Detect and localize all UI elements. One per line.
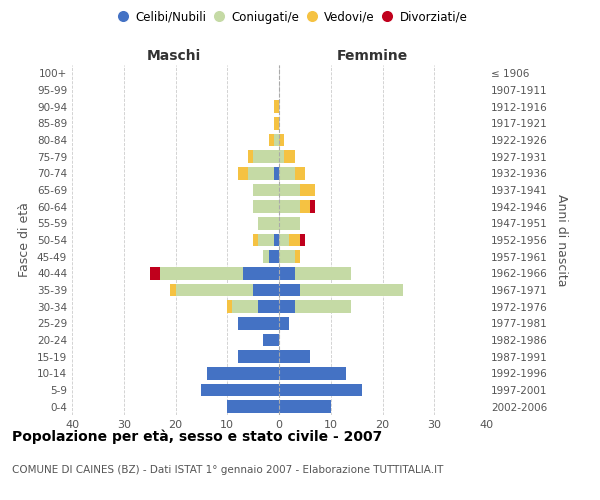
Text: Maschi: Maschi [147,48,201,62]
Bar [300,200,310,213]
Bar [279,150,284,163]
Bar [279,184,300,196]
Bar [289,234,300,246]
Text: Femmine: Femmine [337,48,407,62]
Bar [248,167,274,179]
Bar [279,217,300,230]
Bar [274,167,279,179]
Bar [279,367,346,380]
Bar [263,250,269,263]
Bar [253,150,279,163]
Bar [259,300,279,313]
Legend: Celibi/Nubili, Coniugati/e, Vedovi/e, Divorziati/e: Celibi/Nubili, Coniugati/e, Vedovi/e, Di… [116,6,472,28]
Bar [279,200,300,213]
Bar [170,284,176,296]
Bar [295,250,300,263]
Bar [274,134,279,146]
Bar [279,250,295,263]
Bar [310,200,315,213]
Bar [284,150,295,163]
Bar [202,384,279,396]
Bar [253,234,259,246]
Bar [279,350,310,363]
Bar [279,234,289,246]
Bar [274,100,279,113]
Bar [279,300,295,313]
Bar [279,400,331,413]
Bar [160,267,243,280]
Bar [279,134,284,146]
Bar [274,117,279,130]
Bar [269,250,279,263]
Bar [259,234,274,246]
Bar [300,284,403,296]
Bar [295,300,352,313]
Bar [274,234,279,246]
Bar [253,200,279,213]
Bar [227,400,279,413]
Bar [295,167,305,179]
Bar [263,334,279,346]
Bar [253,184,279,196]
Y-axis label: Fasce di età: Fasce di età [19,202,31,278]
Bar [243,267,279,280]
Bar [238,317,279,330]
Bar [279,317,289,330]
Text: Popolazione per età, sesso e stato civile - 2007: Popolazione per età, sesso e stato civil… [12,430,382,444]
Bar [269,134,274,146]
Bar [300,234,305,246]
Bar [206,367,279,380]
Bar [238,167,248,179]
Bar [149,267,160,280]
Y-axis label: Anni di nascita: Anni di nascita [554,194,568,286]
Bar [227,300,232,313]
Bar [232,300,259,313]
Bar [238,350,279,363]
Bar [279,284,300,296]
Bar [279,167,295,179]
Bar [295,267,352,280]
Bar [300,184,315,196]
Bar [253,284,279,296]
Bar [259,217,279,230]
Text: COMUNE DI CAINES (BZ) - Dati ISTAT 1° gennaio 2007 - Elaborazione TUTTITALIA.IT: COMUNE DI CAINES (BZ) - Dati ISTAT 1° ge… [12,465,443,475]
Bar [279,384,362,396]
Bar [279,267,295,280]
Bar [248,150,253,163]
Bar [176,284,253,296]
